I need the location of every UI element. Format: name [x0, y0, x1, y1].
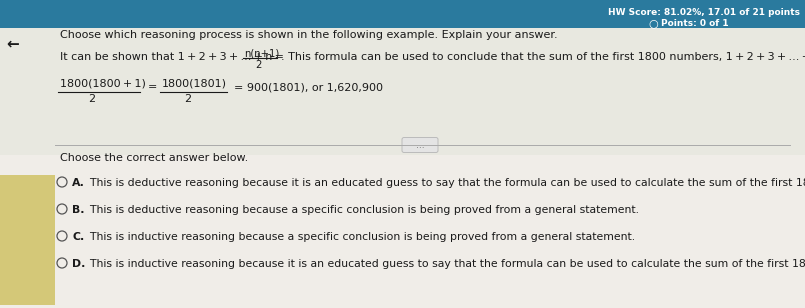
Text: D.: D. [72, 259, 85, 269]
Text: 1800(1801): 1800(1801) [162, 78, 227, 88]
FancyBboxPatch shape [0, 28, 805, 308]
Text: . This formula can be used to conclude that the sum of the first 1800 numbers, 1: . This formula can be used to conclude t… [281, 52, 805, 62]
Text: 2: 2 [184, 94, 191, 104]
Text: Choose which reasoning process is shown in the following example. Explain your a: Choose which reasoning process is shown … [60, 30, 558, 40]
Text: It can be shown that 1 + 2 + 3 + ... + n =: It can be shown that 1 + 2 + 3 + ... + n… [60, 52, 284, 62]
Text: ○: ○ [648, 18, 658, 28]
Text: n(n+1): n(n+1) [244, 48, 279, 58]
Text: B.: B. [72, 205, 85, 215]
Text: 2: 2 [88, 94, 95, 104]
Text: A.: A. [72, 178, 85, 188]
Text: ...: ... [415, 140, 424, 149]
FancyBboxPatch shape [402, 137, 438, 152]
Text: HW Score: 81.02%, 17.01 of 21 points: HW Score: 81.02%, 17.01 of 21 points [608, 8, 800, 17]
Text: This is inductive reasoning because it is an educated guess to say that the form: This is inductive reasoning because it i… [83, 259, 805, 269]
Text: =: = [148, 82, 157, 92]
Text: 1800(1800 + 1): 1800(1800 + 1) [60, 78, 146, 88]
FancyBboxPatch shape [0, 175, 55, 305]
Text: ←: ← [6, 36, 19, 51]
FancyBboxPatch shape [0, 155, 805, 308]
Text: Points: 0 of 1: Points: 0 of 1 [661, 19, 729, 28]
FancyBboxPatch shape [0, 0, 805, 28]
Text: This is deductive reasoning because a specific conclusion is being proved from a: This is deductive reasoning because a sp… [83, 205, 639, 215]
Text: = 900(1801), or 1,620,900: = 900(1801), or 1,620,900 [234, 82, 383, 92]
Text: This is deductive reasoning because it is an educated guess to say that the form: This is deductive reasoning because it i… [83, 178, 805, 188]
Text: 2: 2 [255, 60, 262, 70]
Text: Choose the correct answer below.: Choose the correct answer below. [60, 153, 248, 163]
Text: This is inductive reasoning because a specific conclusion is being proved from a: This is inductive reasoning because a sp… [83, 232, 635, 242]
Text: C.: C. [72, 232, 85, 242]
